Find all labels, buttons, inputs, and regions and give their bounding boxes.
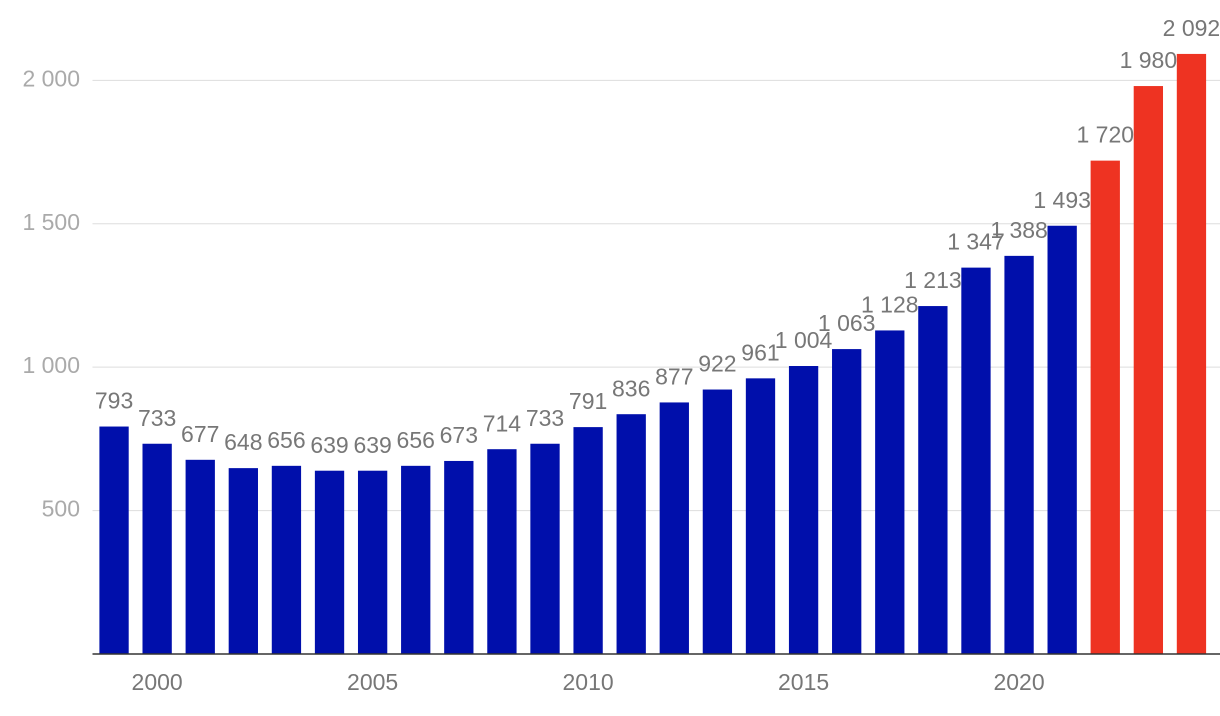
bar [99, 426, 129, 654]
bar [228, 468, 258, 654]
data-label: 922 [698, 351, 736, 377]
data-label: 1 980 [1120, 47, 1178, 73]
data-label: 733 [138, 405, 176, 431]
x-tick-label: 2015 [778, 669, 829, 695]
bar [1176, 53, 1207, 654]
bar [185, 459, 215, 654]
data-label: 648 [224, 429, 262, 455]
data-label: 1 720 [1076, 122, 1134, 148]
bar [961, 267, 991, 654]
bar [918, 306, 948, 654]
bar [1047, 225, 1077, 654]
data-label: 639 [353, 432, 391, 458]
bar [1090, 160, 1120, 654]
data-label: 1 388 [990, 217, 1048, 243]
bar [314, 470, 345, 654]
bar [875, 330, 905, 654]
data-label: 793 [95, 388, 133, 414]
data-label: 791 [569, 388, 607, 414]
data-label: 1 347 [947, 229, 1005, 255]
bar [1004, 255, 1034, 654]
bar [616, 414, 646, 654]
bar [832, 349, 862, 654]
data-label: 656 [397, 427, 435, 453]
x-tick-label: 2005 [347, 669, 398, 695]
bar [573, 427, 603, 654]
data-label: 673 [440, 422, 478, 448]
data-label: 714 [483, 410, 522, 436]
bar [487, 449, 517, 654]
data-label: 961 [741, 339, 779, 365]
data-label: 1 128 [861, 292, 919, 318]
data-label: 733 [526, 405, 564, 431]
data-label: 1 493 [1033, 187, 1091, 213]
bar [357, 470, 388, 654]
bar [444, 460, 474, 654]
data-label: 877 [655, 364, 693, 390]
data-label: 1 063 [818, 310, 876, 336]
x-tick-label: 2010 [563, 669, 614, 695]
data-label: 639 [310, 432, 348, 458]
bar [271, 465, 302, 654]
bar [788, 366, 819, 654]
bar [401, 465, 431, 654]
x-tick-label: 2000 [132, 669, 183, 695]
bar [1133, 86, 1164, 655]
x-tick-label: 2020 [993, 669, 1044, 695]
bar [142, 443, 172, 654]
data-label: 677 [181, 421, 219, 447]
bar [702, 389, 733, 654]
y-tick-label: 2 000 [22, 65, 80, 91]
y-tick-label: 500 [42, 496, 80, 522]
bar [659, 402, 689, 654]
data-label: 1 213 [904, 267, 962, 293]
bar [745, 378, 776, 654]
y-tick-label: 1 000 [22, 352, 80, 378]
bar [530, 443, 560, 654]
data-label: 656 [267, 427, 305, 453]
data-label: 836 [612, 375, 650, 401]
data-label: 2 092 [1163, 15, 1220, 41]
data-label: 1 004 [775, 327, 833, 353]
y-tick-label: 1 500 [22, 209, 80, 235]
